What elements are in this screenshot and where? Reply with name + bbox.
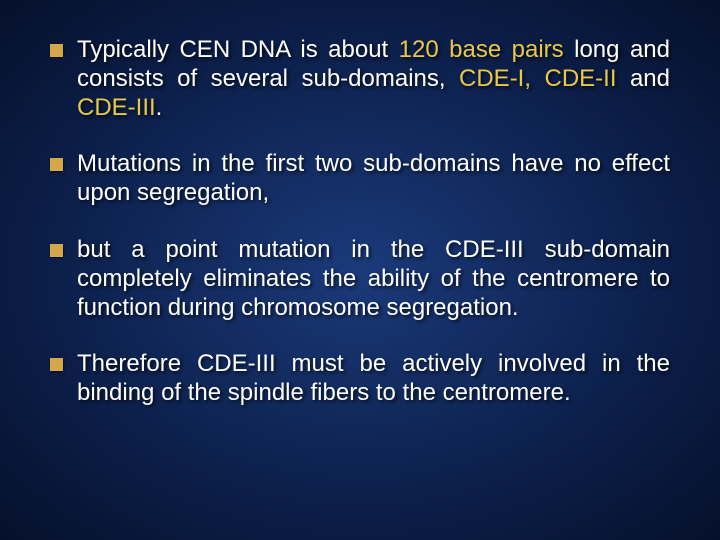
highlight-text: CDE-III bbox=[77, 94, 156, 121]
bullet-item-1: Typically CEN DNA is about 120 base pair… bbox=[50, 36, 670, 122]
text-segment: Typically CEN DNA is about bbox=[77, 36, 399, 63]
bullet-text-2: Mutations in the first two sub-domains h… bbox=[77, 150, 670, 208]
text-segment: . bbox=[156, 94, 163, 121]
bullet-item-2: Mutations in the first two sub-domains h… bbox=[50, 150, 670, 208]
bullet-marker bbox=[50, 44, 63, 57]
highlight-text: 120 base pairs bbox=[399, 36, 564, 63]
bullet-item-4: Therefore CDE-III must be actively invol… bbox=[50, 350, 670, 408]
highlight-text: CDE-I, CDE-II bbox=[459, 65, 630, 92]
bullet-text-3: but a point mutation in the CDE-III sub-… bbox=[77, 236, 670, 322]
bullet-text-1: Typically CEN DNA is about 120 base pair… bbox=[77, 36, 670, 122]
text-segment: and bbox=[630, 65, 670, 92]
bullet-item-3: but a point mutation in the CDE-III sub-… bbox=[50, 236, 670, 322]
bullet-marker bbox=[50, 244, 63, 257]
bullet-marker bbox=[50, 158, 63, 171]
bullet-text-4: Therefore CDE-III must be actively invol… bbox=[77, 350, 670, 408]
bullet-marker bbox=[50, 358, 63, 371]
